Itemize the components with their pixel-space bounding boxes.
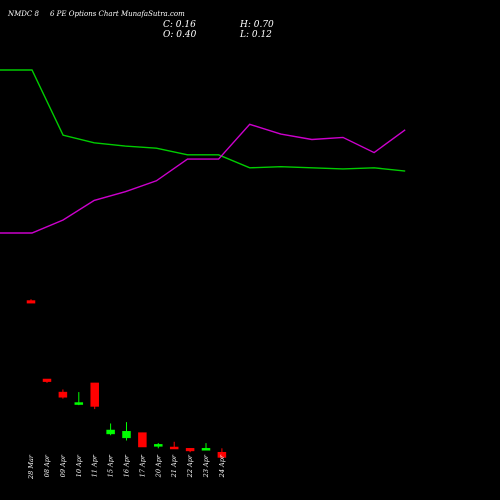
x-tick-label: 17 Apr <box>138 454 146 477</box>
x-tick-label: 09 Apr <box>59 454 67 477</box>
ma-line-magenta <box>0 123 406 234</box>
low-value: L: 0.12 <box>240 30 272 40</box>
candle-body <box>26 300 36 304</box>
close-value: C: 0.16 <box>163 20 196 30</box>
candle-body <box>169 446 179 450</box>
ma-line-green <box>0 69 406 172</box>
candle-body <box>154 444 163 447</box>
x-tick-label: 16 Apr <box>123 454 131 477</box>
symbol-label: NMDC 8 <box>8 10 39 18</box>
high-value: H: 0.70 <box>240 20 274 30</box>
open-value: O: 0.40 <box>163 30 197 40</box>
candle-body <box>106 429 115 435</box>
candle-body <box>74 402 84 405</box>
candle-body <box>217 451 227 458</box>
candle-body <box>185 448 195 452</box>
x-tick-label: 08 Apr <box>43 454 51 477</box>
x-tick-label: 10 Apr <box>75 454 83 477</box>
candle-body <box>90 382 99 407</box>
x-tick-label: 15 Apr <box>107 454 115 477</box>
moving-average-layer <box>0 69 406 234</box>
x-axis-labels: 28 Mar 08 Apr 09 Apr 10 Apr 11 Apr 15 Apr 16 A… <box>27 454 226 480</box>
x-tick-label: 11 Apr <box>91 454 99 477</box>
candlestick-layer <box>26 299 227 459</box>
candle-body <box>122 431 131 439</box>
x-tick-label: 20 Apr <box>154 454 162 478</box>
candle-body <box>58 391 68 398</box>
x-tick-label: 23 Apr <box>202 454 210 478</box>
x-tick-label: 21 Apr <box>170 454 178 478</box>
candle-body <box>201 448 211 451</box>
x-tick-label: 28 Mar <box>27 454 35 480</box>
candle-body <box>138 432 147 448</box>
x-tick-label: 22 Apr <box>186 454 194 478</box>
candle-body <box>42 378 52 382</box>
chart-subtitle: 6 PE Options Chart MunafaSutra.com <box>50 10 185 18</box>
x-tick-label: 24 Apr <box>218 454 226 478</box>
